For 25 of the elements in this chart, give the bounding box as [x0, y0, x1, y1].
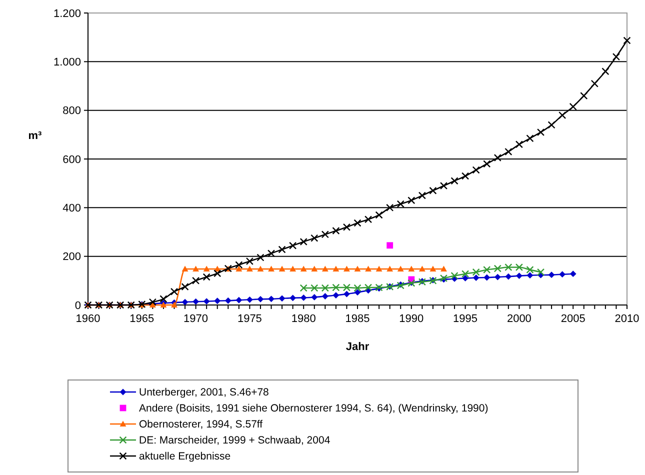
x-tick-label: 1975 — [237, 313, 262, 325]
x-tick-label: 2005 — [560, 313, 586, 325]
x-tick-label: 1995 — [453, 313, 478, 325]
x-tick-label: 1985 — [345, 313, 370, 325]
y-axis-title: m³ — [28, 130, 42, 142]
y-tick-label: 1.200 — [53, 8, 81, 20]
x-tick-label: 1965 — [130, 313, 154, 325]
y-tick-label: 1.000 — [53, 56, 81, 69]
legend-label: Obernosterer, 1994, S.57ff — [139, 418, 263, 431]
y-tick-label: 0 — [74, 300, 81, 312]
x-tick-label: 1970 — [184, 313, 208, 325]
y-tick-label: 600 — [62, 154, 81, 166]
legend-label: DE: Marscheider, 1999 + Schwaab, 2004 — [139, 434, 330, 447]
y-tick-label: 800 — [62, 105, 81, 118]
x-tick-label: 1990 — [399, 313, 424, 325]
x-tick-label: 2010 — [614, 313, 640, 325]
x-tick-label: 1960 — [76, 313, 100, 325]
legend-label: Andere (Boisits, 1991 siehe Obernosterer 1994, S. 64), (Wendrinsky, 1990) — [139, 402, 488, 415]
legend-label: aktuelle Ergebnisse — [139, 450, 231, 463]
x-tick-label: 2000 — [506, 313, 532, 325]
x-axis-title: Jahr — [346, 341, 370, 353]
y-tick-label: 200 — [62, 251, 81, 264]
legend-label: Unterberger, 2001, S.46+78 — [139, 386, 270, 399]
y-tick-label: 400 — [62, 202, 81, 215]
x-tick-label: 1980 — [291, 313, 316, 325]
